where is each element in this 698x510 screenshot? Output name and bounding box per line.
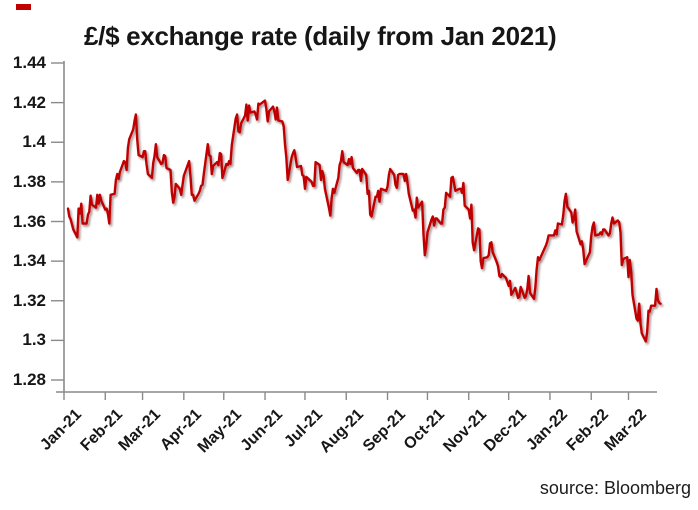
y-tick-label: 1.32	[12, 290, 46, 310]
y-tick-label: 1.4	[22, 132, 46, 152]
y-tick-label: 1.36	[12, 211, 46, 231]
y-tick-label: 1.38	[12, 171, 46, 191]
chart-title: £/$ exchange rate (daily from Jan 2021)	[84, 21, 557, 51]
price-line	[66, 99, 662, 343]
red-dash-mark	[16, 4, 31, 10]
y-tick-label: 1.34	[12, 251, 46, 271]
y-tick-label: 1.44	[12, 53, 46, 72]
y-tick-label: 1.28	[12, 370, 46, 389]
y-tick-label: 1.42	[12, 92, 46, 112]
y-tick-label: 1.3	[22, 330, 46, 350]
source-note: source: Bloomberg	[539, 478, 691, 498]
